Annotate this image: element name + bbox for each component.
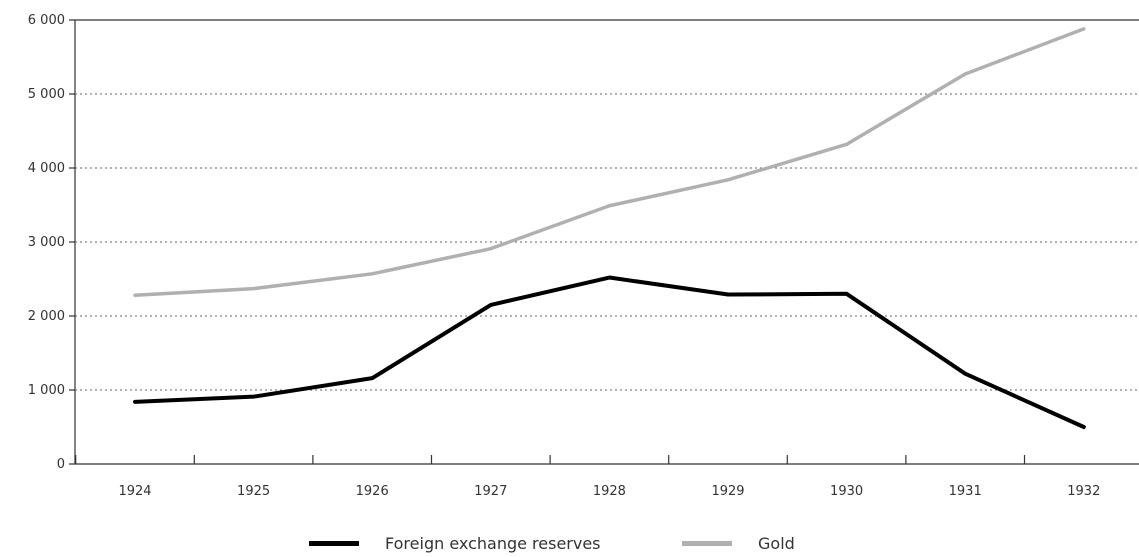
- y-tick-label: 5 000: [28, 87, 65, 102]
- series-lines: [133, 27, 1086, 429]
- x-tick-label: 1924: [118, 484, 151, 499]
- x-tick-label: 1931: [949, 484, 982, 499]
- x-tick-labels: 1924 1925 1926 1927 1928 1929 1930 1931 1932: [118, 484, 1100, 499]
- y-tick-labels: 0 1 000 2 000 3 000 4 000 5 000 6 000: [28, 13, 65, 472]
- legend-item-foreign-exchange: Foreign exchange reserves: [309, 534, 601, 553]
- y-tick-label: 6 000: [28, 13, 65, 28]
- series-line-foreign-exchange-reserves: [133, 275, 1086, 429]
- x-tick-label: 1925: [237, 484, 270, 499]
- legend: Foreign exchange reserves Gold: [0, 528, 1139, 557]
- x-tick-label: 1927: [474, 484, 507, 499]
- series-line-gold: [133, 27, 1086, 298]
- x-tick-label: 1928: [593, 484, 626, 499]
- legend-item-gold: Gold: [682, 534, 795, 553]
- x-tick-label: 1932: [1067, 484, 1100, 499]
- y-tick-label: 2 000: [28, 309, 65, 324]
- y-tick-label: 1 000: [28, 383, 65, 398]
- legend-label-foreign-exchange: Foreign exchange reserves: [385, 534, 601, 553]
- y-tick-label: 3 000: [28, 235, 65, 250]
- y-tick-label: 0: [57, 457, 65, 472]
- x-tick-label: 1929: [711, 484, 744, 499]
- legend-swatch-foreign-exchange: [309, 541, 359, 546]
- x-tick-label: 1930: [830, 484, 863, 499]
- y-tick-label: 4 000: [28, 161, 65, 176]
- x-tick-label: 1926: [356, 484, 389, 499]
- grid-lines: [75, 93, 1139, 391]
- legend-label-gold: Gold: [758, 534, 795, 553]
- legend-swatch-gold: [682, 541, 732, 546]
- axes: [69, 19, 1139, 465]
- line-chart: 0 1 000 2 000 3 000 4 000 5 000 6 000 1924 1925…: [28, 13, 1139, 499]
